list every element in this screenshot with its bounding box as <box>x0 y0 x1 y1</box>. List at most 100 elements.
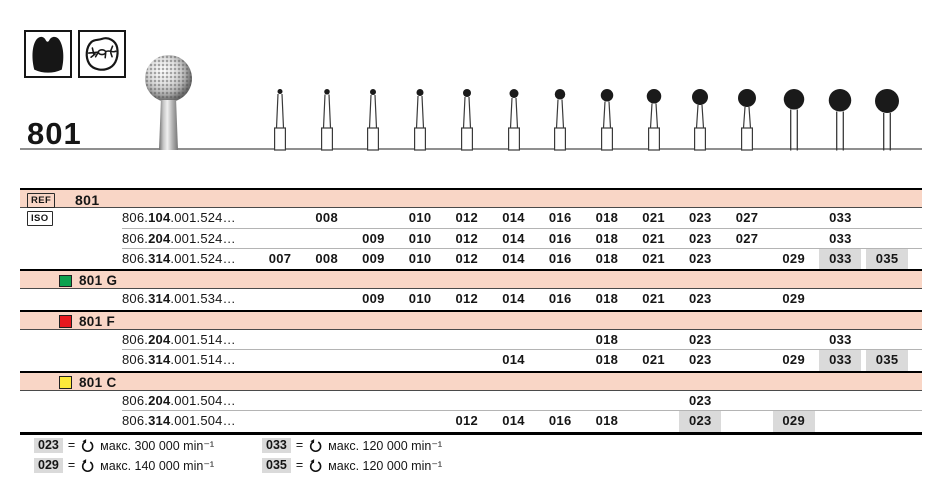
size-cell-035: 035 <box>866 248 909 270</box>
size-cell-029: 029 <box>782 352 805 368</box>
size-cell-016: 016 <box>548 230 572 246</box>
iso-code: 806.104.001.524… <box>122 210 236 226</box>
bur-pictogram-012 <box>460 89 473 151</box>
iso-code-row: 806.204.001.524… 009 010 012 014 016 018 021 023… <box>20 229 922 250</box>
size-cell-029: 029 <box>782 291 805 307</box>
equals-sign: = <box>67 438 76 452</box>
iso-code-row: ISO 806.104.001.524… 008 010 012 014 016 018 021… <box>20 208 922 229</box>
equals-sign: = <box>295 458 304 472</box>
size-cell-023: 023 <box>689 230 712 246</box>
size-cell-033: 033 <box>829 332 852 348</box>
size-cell-010: 010 <box>408 291 432 307</box>
size-cell-018: 018 <box>595 210 619 226</box>
size-cell-029: 029 <box>772 411 815 432</box>
iso-code-row: 806.204.001.504… 023 <box>20 391 922 412</box>
legend-item-029: 029 = макс. 140 000 min⁻¹ <box>34 457 214 473</box>
bur-pictogram-008 <box>320 89 333 151</box>
size-cell-016: 016 <box>548 291 572 307</box>
section-header-801-g: 801 G <box>20 269 922 290</box>
section-title: 801 G <box>79 273 118 289</box>
iso-code-row: 806.314.001.534… 009 010 012 014 016 018 021 023… <box>20 289 922 309</box>
size-cell-014: 014 <box>502 250 525 266</box>
product-number: 801 <box>27 116 82 151</box>
size-cell-035: 035 <box>866 350 909 371</box>
size-cell-016: 016 <box>548 210 572 226</box>
size-cell-012: 012 <box>455 210 479 226</box>
size-cell-023: 023 <box>679 411 722 432</box>
size-cell-014: 014 <box>502 230 525 246</box>
size-cell-014: 014 <box>502 352 525 368</box>
size-cell-021: 021 <box>642 230 665 246</box>
size-cell-010: 010 <box>408 250 432 266</box>
iso-code: 806.314.001.514… <box>122 352 236 368</box>
speed-chip: 029 <box>34 457 63 473</box>
speed-chip: 033 <box>262 437 291 453</box>
size-cell-023: 023 <box>689 332 712 348</box>
size-cell-016: 016 <box>548 250 572 266</box>
bur-pictogram-021 <box>646 89 661 151</box>
section-color-square <box>59 274 72 288</box>
size-cell-021: 021 <box>642 291 665 307</box>
size-cell-029: 029 <box>782 250 805 266</box>
iso-badge: ISO <box>27 211 53 227</box>
size-cell-023: 023 <box>689 352 712 368</box>
size-cell-023: 023 <box>689 210 712 226</box>
legend-text: макс. 140 000 min⁻¹ <box>100 458 215 473</box>
legend-item-023: 023 = макс. 300 000 min⁻¹ <box>34 437 214 453</box>
bur-photo <box>145 55 193 150</box>
iso-code: 806.314.001.524… <box>122 250 236 266</box>
size-cell-023: 023 <box>689 392 712 408</box>
size-cell-008: 008 <box>315 250 338 266</box>
size-cell-009: 009 <box>362 250 385 266</box>
bur-pictogram-023 <box>692 89 709 151</box>
bur-pictogram-010 <box>414 89 427 151</box>
legend-item-035: 035 = макс. 120 000 min⁻¹ <box>262 457 442 473</box>
rotation-speed-icon <box>82 438 94 452</box>
section-color-square <box>59 315 72 328</box>
bur-pictogram-016 <box>554 89 567 151</box>
bur-pictogram-018 <box>600 89 614 151</box>
iso-code: 806.204.001.524… <box>122 230 236 246</box>
legend-text: макс. 120 000 min⁻¹ <box>328 458 443 473</box>
ref-badge: REF <box>27 193 56 208</box>
size-cell-018: 018 <box>595 413 619 429</box>
size-cell-033: 033 <box>819 350 862 371</box>
size-cell-007: 007 <box>268 250 292 266</box>
equals-sign: = <box>295 438 304 452</box>
size-cell-027: 027 <box>735 210 759 226</box>
bur-photo-diamond-ball <box>145 55 192 102</box>
iso-code: 806.204.001.514… <box>122 332 236 348</box>
iso-code: 806.314.001.504… <box>122 413 236 429</box>
size-cell-018: 018 <box>595 291 619 307</box>
bur-pictogram-007 <box>274 89 287 151</box>
size-cell-012: 012 <box>455 413 479 429</box>
size-cell-014: 014 <box>502 413 525 429</box>
rotation-speed-icon <box>310 458 322 472</box>
size-cell-009: 009 <box>362 291 385 307</box>
legend-text: макс. 300 000 min⁻¹ <box>100 438 215 453</box>
size-cell-012: 012 <box>455 230 479 246</box>
bur-photo-shaft <box>159 100 178 150</box>
section-title: 801 C <box>79 374 117 390</box>
section-color-square <box>59 376 72 389</box>
size-cell-010: 010 <box>408 210 432 226</box>
size-cell-018: 018 <box>595 230 619 246</box>
iso-code-row: 806.314.001.524… 007 008 009 010 012 014 016 018… <box>20 248 922 270</box>
size-cell-033: 033 <box>829 230 852 246</box>
size-cell-018: 018 <box>595 250 619 266</box>
size-cell-021: 021 <box>642 210 665 226</box>
size-cell-016: 016 <box>548 413 572 429</box>
size-cell-018: 018 <box>595 332 619 348</box>
tooth-crown-icon <box>24 30 72 78</box>
iso-code: 806.314.001.534… <box>122 291 236 307</box>
size-cell-021: 021 <box>642 250 665 266</box>
iso-code-row: 806.314.001.504… 012 014 016 018 023 029 <box>20 411 922 432</box>
rotation-speed-icon <box>310 438 322 452</box>
speed-chip: 035 <box>262 457 291 473</box>
ref-product-number: 801 <box>75 192 100 208</box>
speed-chip: 023 <box>34 437 63 453</box>
size-cell-033: 033 <box>819 248 862 270</box>
size-cell-012: 012 <box>455 291 479 307</box>
size-cell-033: 033 <box>829 210 852 226</box>
